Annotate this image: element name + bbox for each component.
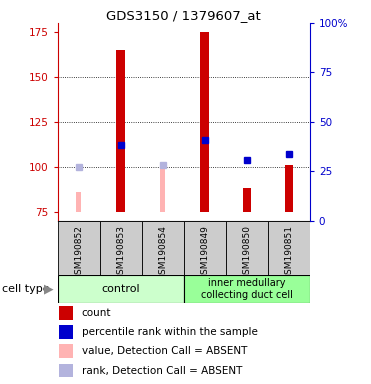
Bar <box>116 50 125 212</box>
Bar <box>142 221 184 275</box>
Text: count: count <box>82 308 111 318</box>
Text: inner medullary
collecting duct cell: inner medullary collecting duct cell <box>201 278 293 300</box>
Bar <box>184 275 310 303</box>
Text: GSM190851: GSM190851 <box>284 225 293 280</box>
Bar <box>285 165 293 212</box>
Bar <box>58 221 99 275</box>
Title: GDS3150 / 1379607_at: GDS3150 / 1379607_at <box>106 9 261 22</box>
Text: control: control <box>101 284 140 294</box>
Bar <box>99 221 142 275</box>
Bar <box>200 32 209 212</box>
Text: value, Detection Call = ABSENT: value, Detection Call = ABSENT <box>82 346 247 356</box>
Bar <box>58 275 184 303</box>
Text: GSM190849: GSM190849 <box>200 225 209 280</box>
Bar <box>184 221 226 275</box>
Text: cell type: cell type <box>2 284 49 294</box>
Text: percentile rank within the sample: percentile rank within the sample <box>82 327 257 337</box>
Bar <box>268 221 310 275</box>
Text: GSM190850: GSM190850 <box>242 225 251 280</box>
Bar <box>160 165 165 212</box>
Text: GSM190854: GSM190854 <box>158 225 167 280</box>
Bar <box>243 189 251 212</box>
Text: rank, Detection Call = ABSENT: rank, Detection Call = ABSENT <box>82 366 242 376</box>
Bar <box>226 221 268 275</box>
Text: GSM190852: GSM190852 <box>74 225 83 280</box>
Bar <box>76 192 81 212</box>
Text: GSM190853: GSM190853 <box>116 225 125 280</box>
Text: ▶: ▶ <box>44 282 53 295</box>
